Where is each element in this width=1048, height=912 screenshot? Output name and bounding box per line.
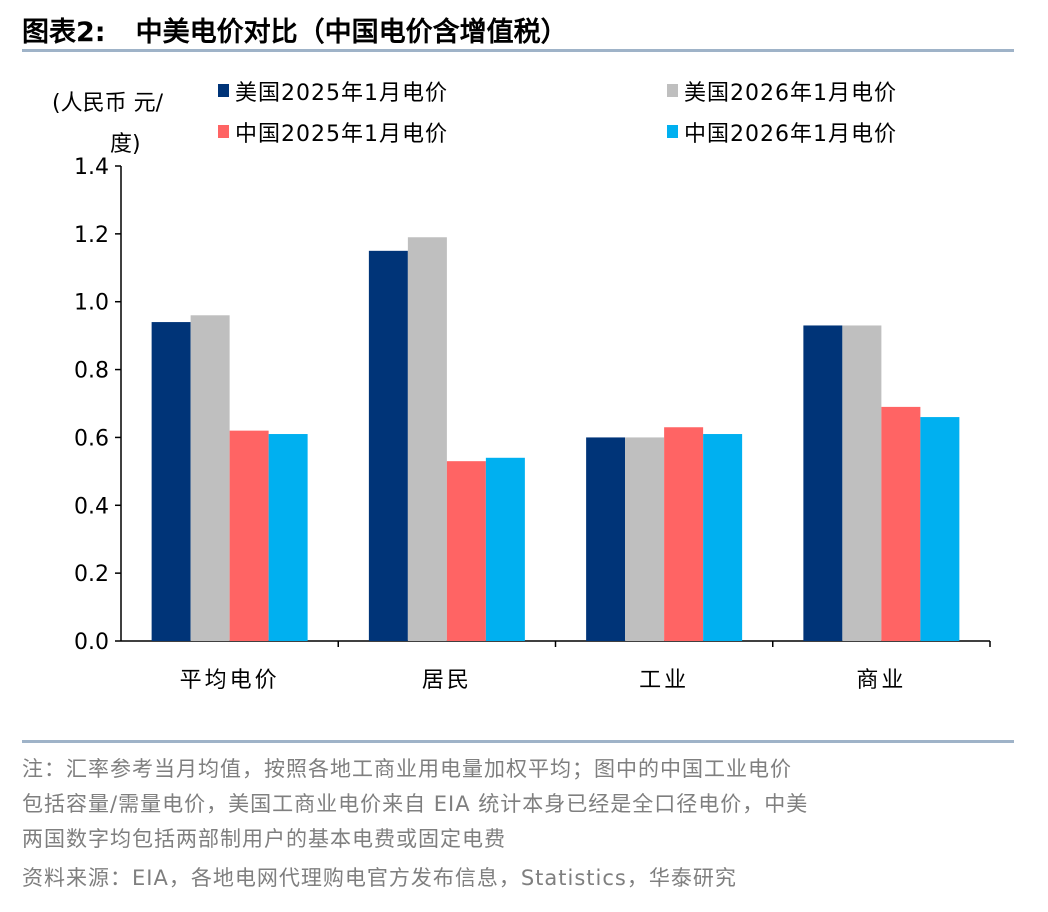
legend-swatch — [218, 125, 229, 138]
title-divider — [22, 49, 1014, 52]
note-line-2: 包括容量/需量电价，美国工商业电价来自 EIA 统计本身已经是全口径电价，中美 — [22, 792, 809, 816]
bar — [485, 457, 525, 641]
bar — [586, 437, 626, 641]
legend-label: 美国2026年1月电价 — [684, 81, 897, 106]
y-tick-label: 0.4 — [74, 494, 109, 519]
bar — [446, 461, 486, 641]
bar — [920, 417, 960, 641]
bar — [151, 322, 191, 641]
bar — [625, 437, 665, 641]
bar — [842, 325, 882, 641]
y-tick-label: 0.0 — [74, 630, 109, 655]
y-tick-label: 0.6 — [74, 426, 109, 451]
y-tick-label: 1.0 — [74, 291, 109, 316]
x-tick-label: 工业 — [639, 668, 689, 693]
y-tick-label: 1.4 — [74, 155, 109, 180]
bar — [190, 315, 230, 641]
bar — [881, 406, 921, 641]
note-line-3: 两国数字均包括两部制用户的基本电费或固定电费 — [22, 827, 506, 851]
bar — [703, 434, 743, 641]
bar — [803, 325, 843, 641]
y-axis-label-line2: 度) — [110, 132, 141, 157]
x-tick-label: 居民 — [422, 668, 472, 693]
bar — [664, 427, 704, 641]
legend-swatch — [667, 125, 678, 138]
chart-title: 图表2: 中美电价对比（中国电价含增值税） — [22, 10, 568, 49]
x-tick-label: 平均电价 — [180, 668, 280, 693]
bar — [407, 237, 447, 641]
note-line-1: 注：汇率参考当月均值，按照各地工商业用电量加权平均；图中的中国工业电价 — [22, 757, 792, 781]
legend-label: 美国2025年1月电价 — [235, 81, 448, 106]
bar-chart: (人民币 元/ 度) 美国2025年1月电价 美国2026年1月电价中国2025年… — [52, 81, 991, 693]
source-line: 资料来源：EIA，各地电网代理购电官方发布信息，Statistics，华泰研究 — [22, 866, 737, 890]
bar — [229, 430, 269, 641]
bar — [268, 434, 308, 641]
bar — [368, 250, 408, 642]
y-axis-label-line1: (人民币 元/ — [52, 91, 164, 116]
figure-label: 图表2: — [22, 17, 106, 48]
legend-label: 中国2026年1月电价 — [684, 122, 897, 147]
y-tick-label: 1.2 — [74, 223, 109, 248]
x-tick-label: 商业 — [856, 668, 906, 693]
plot-area: 0.0 0.2 0.4 0.6 0.8 1.0 1.2 1.4 平均电价 居民 工业 商业 — [74, 155, 991, 693]
legend-label: 中国2025年1月电价 — [235, 122, 448, 147]
figure-title: 中美电价对比（中国电价含增值税） — [135, 17, 568, 48]
footer-divider — [22, 740, 1014, 743]
legend-swatch — [218, 84, 229, 97]
notes: 注：汇率参考当月均值，按照各地工商业用电量加权平均；图中的中国工业电价 包括容量… — [22, 752, 1022, 896]
y-tick-label: 0.2 — [74, 562, 109, 587]
legend-swatch — [667, 84, 678, 97]
y-tick-label: 0.8 — [74, 359, 109, 384]
